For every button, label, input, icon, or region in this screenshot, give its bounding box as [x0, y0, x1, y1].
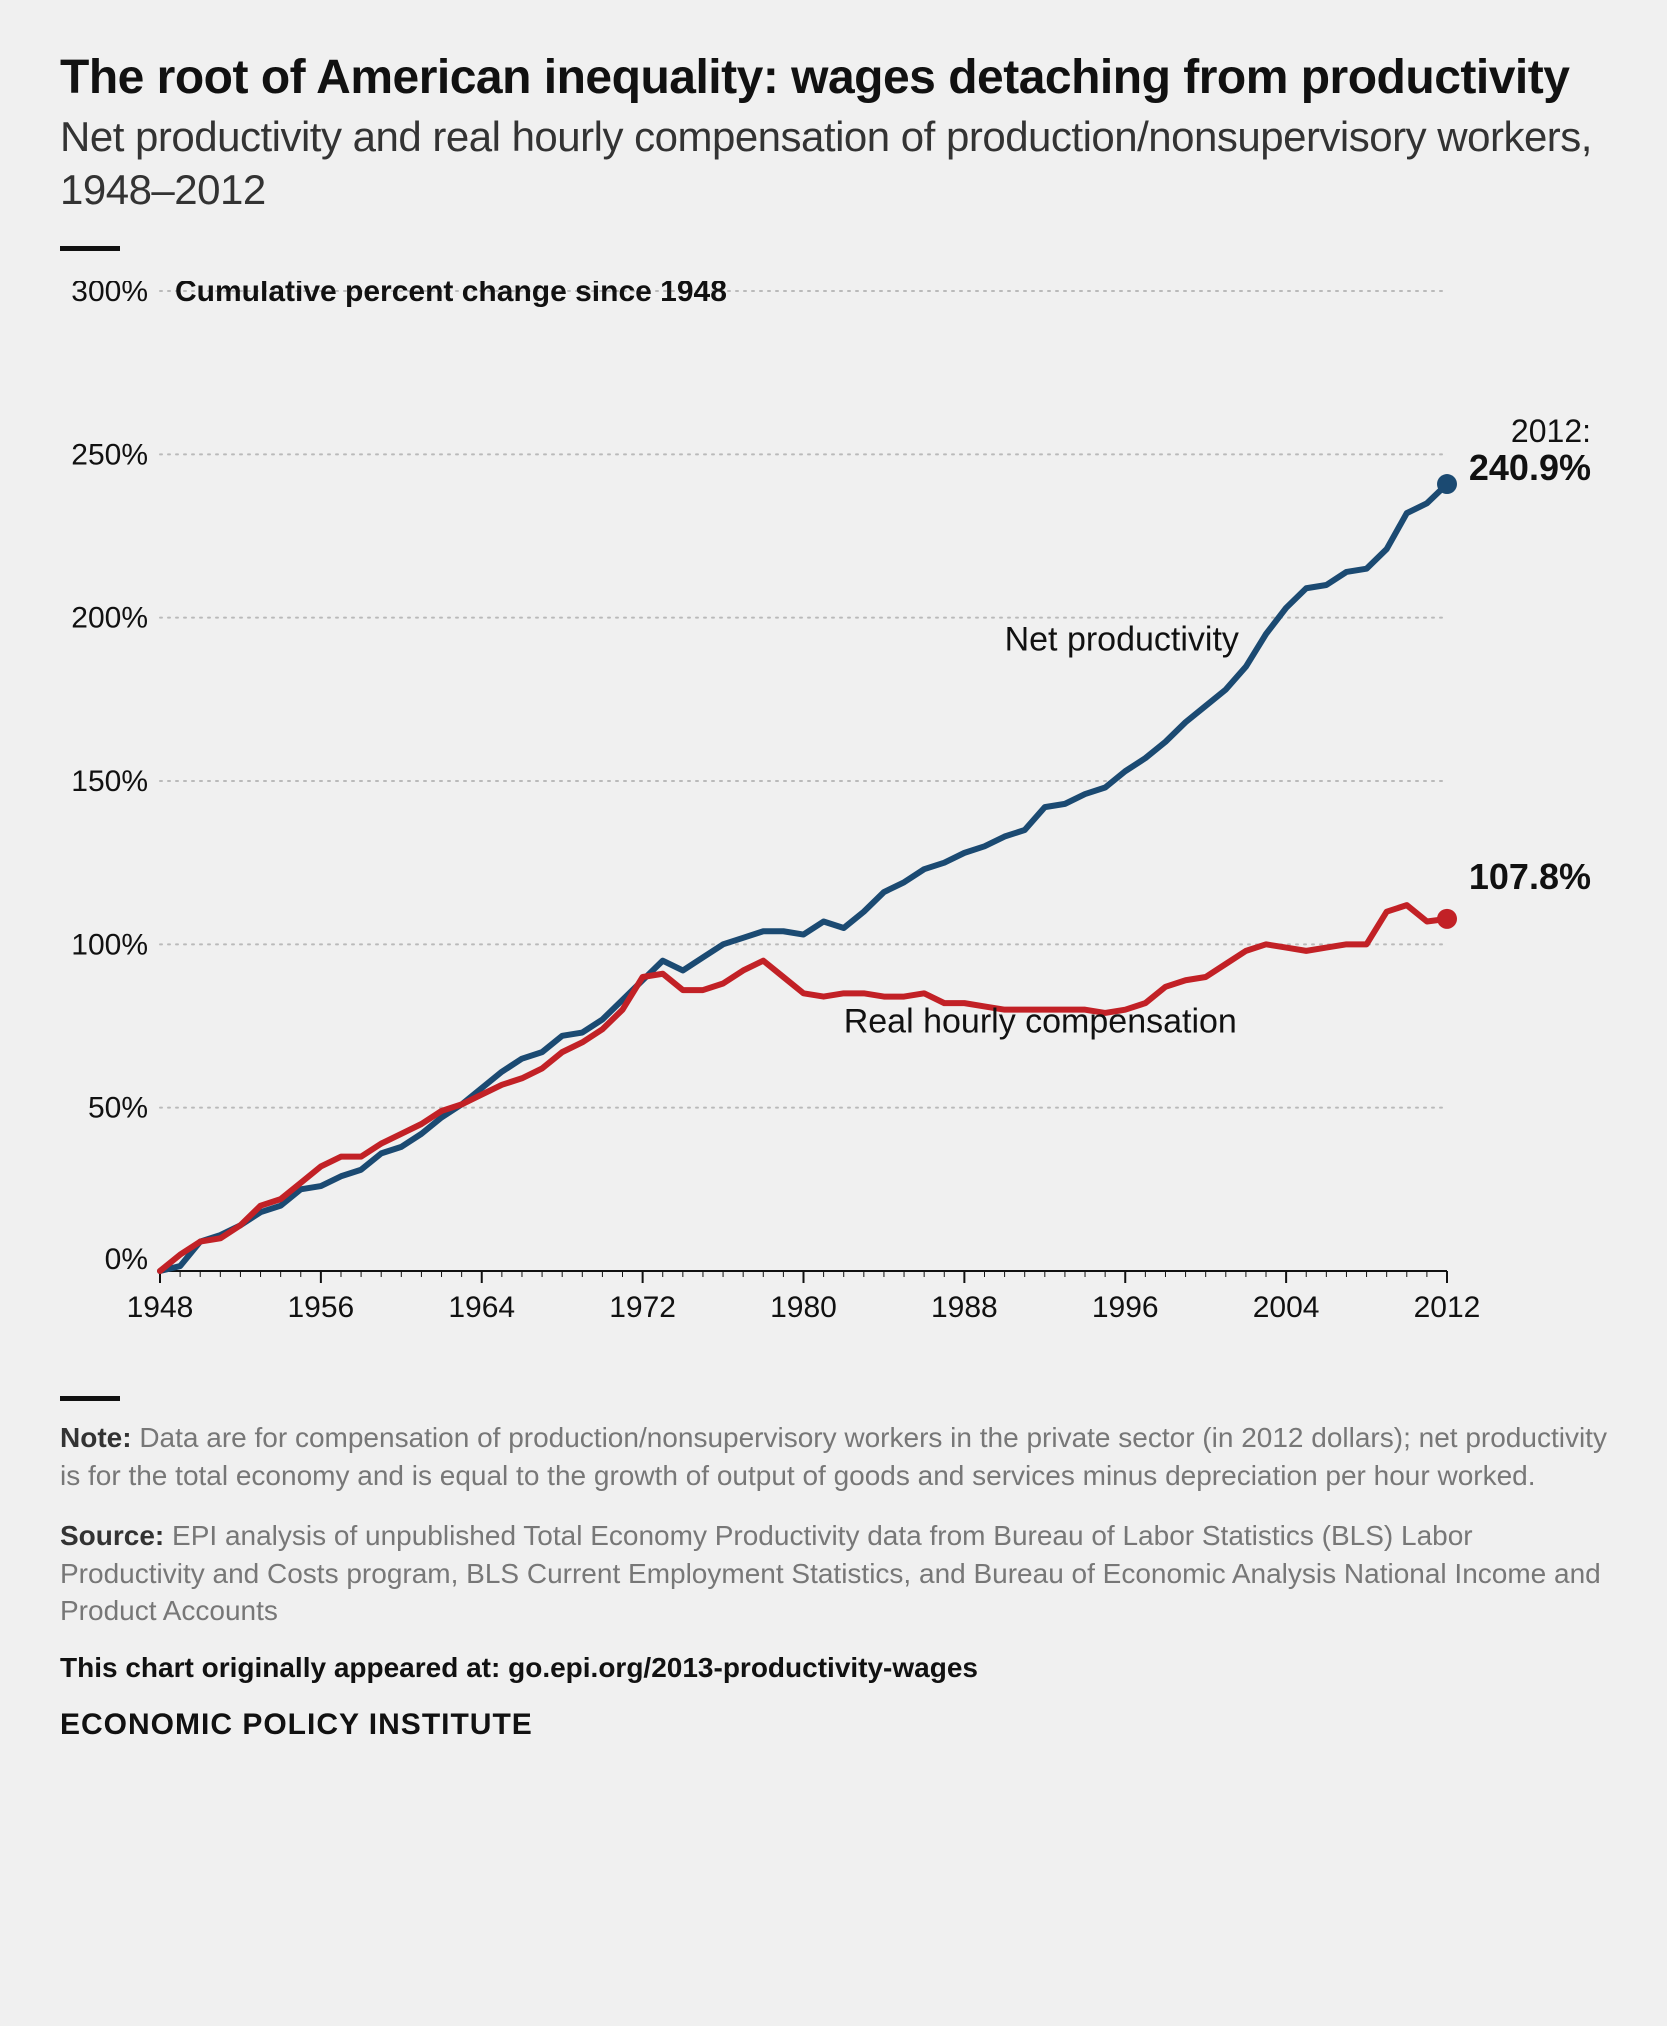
x-tick-label: 1964: [448, 1291, 515, 1324]
x-tick-label: 1996: [1092, 1291, 1159, 1324]
source-label: Source:: [60, 1520, 164, 1551]
chart-area: 0% 50% 100% 150% 200% 250% 300% Cumulative perc…: [60, 281, 1607, 1336]
series-label: Net productivity: [1005, 621, 1239, 659]
divider-bottom: [60, 1396, 120, 1401]
series-label: Real hourly compensation: [844, 1003, 1237, 1041]
x-tick-label: 1948: [127, 1291, 194, 1324]
chart-subtitle: Net productivity and real hourly compens…: [60, 111, 1607, 216]
x-tick-label: 1980: [770, 1291, 837, 1324]
chart-title: The root of American inequality: wages d…: [60, 50, 1607, 105]
y-tick-label: 200%: [71, 602, 148, 635]
source-body: EPI analysis of unpublished Total Econom…: [60, 1520, 1601, 1627]
y-tick-label: 250%: [71, 439, 148, 472]
series-line: [160, 905, 1447, 1271]
series-end-marker: [1437, 909, 1457, 929]
note-text: Note: Data are for compensation of produ…: [60, 1419, 1607, 1495]
y-tick-label: 150%: [71, 765, 148, 798]
source-text: Source: EPI analysis of unpublished Tota…: [60, 1517, 1607, 1630]
end-annotation-year: 2012:: [1511, 413, 1591, 449]
line-chart-svg: 0% 50% 100% 150% 200% 250% 300% Cumulative perc…: [60, 281, 1607, 1331]
x-tick-label: 1988: [931, 1291, 998, 1324]
axis-label: Cumulative percent change since 1948: [175, 281, 727, 308]
end-annotation-value: 240.9%: [1469, 447, 1591, 488]
note-label: Note:: [60, 1422, 132, 1453]
series-line: [160, 484, 1447, 1271]
y-tick-label: 100%: [71, 929, 148, 962]
y-tick-label: 300%: [71, 281, 148, 308]
y-tick-label: 50%: [88, 1092, 148, 1125]
attribution-text: This chart originally appeared at: go.ep…: [60, 1652, 1607, 1684]
series-end-marker: [1437, 474, 1457, 494]
divider-top: [60, 246, 120, 251]
x-tick-label: 1972: [609, 1291, 676, 1324]
x-tick-label: 1956: [288, 1291, 355, 1324]
end-annotation-value: 107.8%: [1469, 856, 1591, 897]
x-tick-label: 2012: [1414, 1291, 1481, 1324]
y-tick-label: 0%: [105, 1243, 148, 1276]
org-name: ECONOMIC POLICY INSTITUTE: [60, 1708, 1607, 1742]
note-body: Data are for compensation of production/…: [60, 1422, 1607, 1491]
x-tick-label: 2004: [1253, 1291, 1320, 1324]
